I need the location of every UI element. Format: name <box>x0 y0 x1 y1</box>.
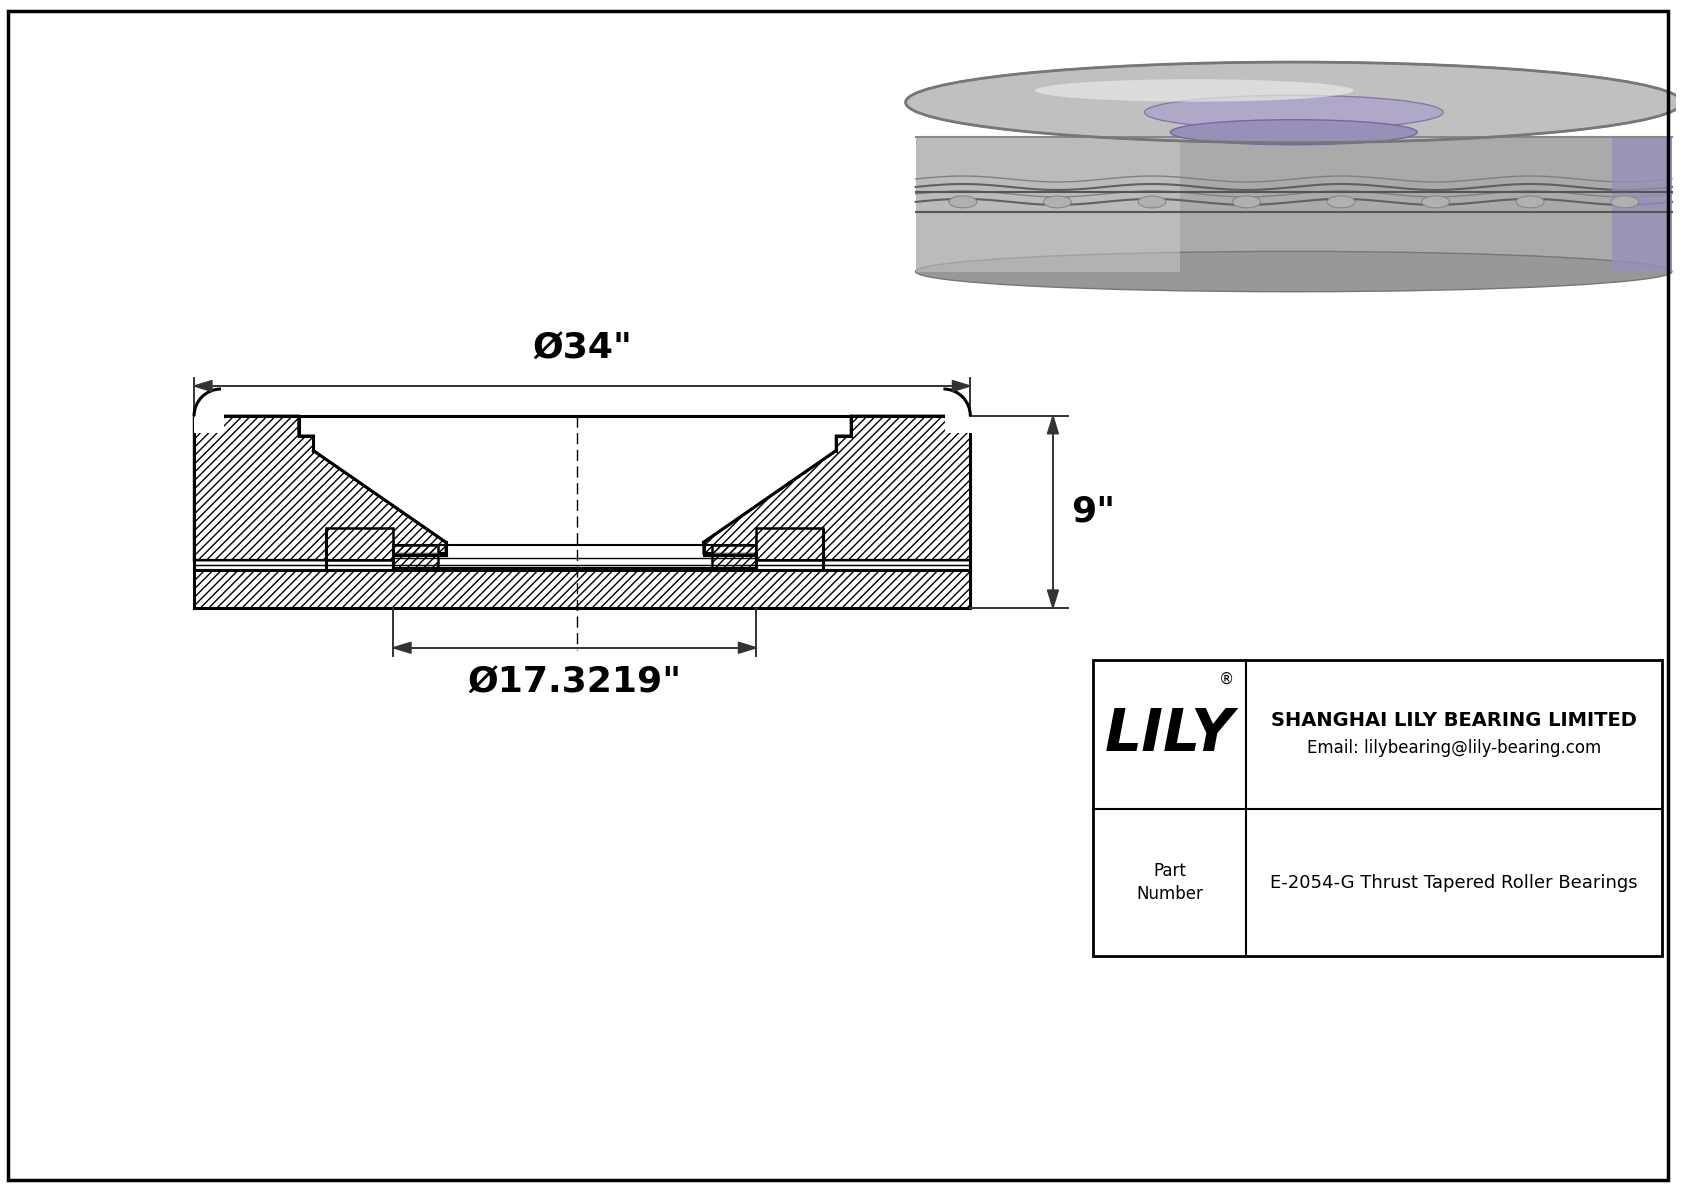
Polygon shape <box>194 570 970 607</box>
Bar <box>916 137 1180 272</box>
Ellipse shape <box>1421 197 1450 208</box>
Text: LILY: LILY <box>1105 706 1234 762</box>
Ellipse shape <box>1170 119 1418 145</box>
Ellipse shape <box>1612 197 1639 208</box>
Polygon shape <box>392 545 438 568</box>
Ellipse shape <box>1138 197 1165 208</box>
Ellipse shape <box>1327 197 1356 208</box>
Polygon shape <box>953 381 970 392</box>
Text: Ø34": Ø34" <box>532 332 632 366</box>
Polygon shape <box>704 416 970 560</box>
Polygon shape <box>194 381 212 392</box>
Polygon shape <box>756 529 823 560</box>
Text: E-2054-G Thrust Tapered Roller Bearings: E-2054-G Thrust Tapered Roller Bearings <box>1270 874 1639 892</box>
Text: 9": 9" <box>1071 495 1115 529</box>
Ellipse shape <box>1516 197 1544 208</box>
Polygon shape <box>327 529 392 560</box>
Polygon shape <box>712 545 756 568</box>
Polygon shape <box>392 642 411 653</box>
Ellipse shape <box>906 62 1682 143</box>
Ellipse shape <box>950 197 977 208</box>
Bar <box>1612 137 1672 272</box>
Text: Ø17.3219": Ø17.3219" <box>466 666 682 699</box>
Ellipse shape <box>1145 95 1443 130</box>
Bar <box>916 137 1672 272</box>
Ellipse shape <box>916 251 1672 292</box>
Bar <box>194 403 224 432</box>
Ellipse shape <box>1044 197 1071 208</box>
Ellipse shape <box>1233 197 1260 208</box>
Polygon shape <box>739 642 756 653</box>
Polygon shape <box>1047 416 1059 434</box>
Bar <box>1093 660 1662 956</box>
Bar <box>945 403 975 432</box>
Text: SHANGHAI LILY BEARING LIMITED: SHANGHAI LILY BEARING LIMITED <box>1271 711 1637 730</box>
Text: Part
Number: Part Number <box>1137 862 1202 904</box>
Text: Email: lilybearing@lily-bearing.com: Email: lilybearing@lily-bearing.com <box>1307 740 1601 757</box>
Ellipse shape <box>1036 80 1354 101</box>
Polygon shape <box>194 416 446 560</box>
Text: ®: ® <box>1219 672 1234 687</box>
Polygon shape <box>1047 590 1059 607</box>
